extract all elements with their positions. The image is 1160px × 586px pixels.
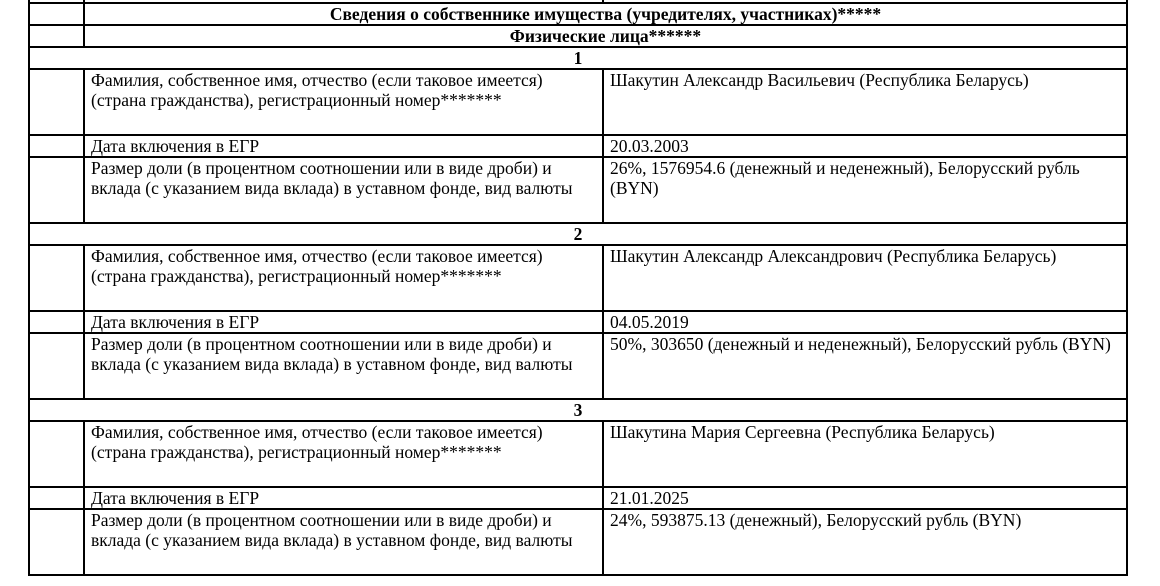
person-number-row: 3 — [28, 398, 1128, 422]
subsection-title: Физические лица****** — [83, 24, 1128, 48]
person-name-row: Фамилия, собственное имя, отчество (если… — [28, 68, 1128, 136]
empty-cell — [28, 420, 85, 488]
field-label: Фамилия, собственное имя, отчество (если… — [83, 244, 604, 312]
empty-cell — [28, 332, 85, 400]
person-share: 50%, 303650 (денежный и неденежный), Бел… — [602, 332, 1128, 400]
person-number: 3 — [28, 398, 1128, 422]
person-name: Шакутина Мария Сергеевна (Республика Бел… — [602, 420, 1128, 488]
field-label: Размер доли (в процентном соотношении ил… — [83, 156, 604, 224]
subsection-title-row: Физические лица****** — [28, 24, 1128, 48]
person-date: 04.05.2019 — [602, 310, 1128, 334]
field-label: Размер доли (в процентном соотношении ил… — [83, 508, 604, 576]
person-date-row: Дата включения в ЕГР 21.01.2025 — [28, 486, 1128, 510]
field-label: Фамилия, собственное имя, отчество (если… — [83, 420, 604, 488]
empty-cell — [28, 508, 85, 576]
person-name: Шакутин Александр Васильевич (Республика… — [602, 68, 1128, 136]
field-label: Дата включения в ЕГР — [83, 310, 604, 334]
person-number-row: 1 — [28, 46, 1128, 70]
empty-cell — [28, 156, 85, 224]
person-name-row: Фамилия, собственное имя, отчество (если… — [28, 244, 1128, 312]
empty-cell — [28, 134, 85, 158]
person-name-row: Фамилия, собственное имя, отчество (если… — [28, 420, 1128, 488]
section-title: Сведения о собственнике имущества (учред… — [83, 2, 1128, 26]
field-label: Дата включения в ЕГР — [83, 134, 604, 158]
person-name: Шакутин Александр Александрович (Республ… — [602, 244, 1128, 312]
empty-cell — [28, 310, 85, 334]
field-label: Размер доли (в процентном соотношении ил… — [83, 332, 604, 400]
person-share-row: Размер доли (в процентном соотношении ил… — [28, 508, 1128, 576]
person-share: 24%, 593875.13 (денежный), Белорусский р… — [602, 508, 1128, 576]
person-share-row: Размер доли (в процентном соотношении ил… — [28, 332, 1128, 400]
person-date-row: Дата включения в ЕГР 20.03.2003 — [28, 134, 1128, 158]
person-share: 26%, 1576954.6 (денежный и неденежный), … — [602, 156, 1128, 224]
person-date: 21.01.2025 — [602, 486, 1128, 510]
section-title-row: Сведения о собственнике имущества (учред… — [28, 2, 1128, 26]
empty-cell — [28, 486, 85, 510]
person-number: 1 — [28, 46, 1128, 70]
person-number: 2 — [28, 222, 1128, 246]
person-share-row: Размер доли (в процентном соотношении ил… — [28, 156, 1128, 224]
owners-table: Сведения о собственнике имущества (учред… — [28, 0, 1128, 576]
previous-row — [28, 0, 1128, 4]
empty-cell — [28, 68, 85, 136]
person-number-row: 2 — [28, 222, 1128, 246]
field-label: Дата включения в ЕГР — [83, 486, 604, 510]
empty-cell — [28, 244, 85, 312]
person-date: 20.03.2003 — [602, 134, 1128, 158]
field-label: Фамилия, собственное имя, отчество (если… — [83, 68, 604, 136]
person-date-row: Дата включения в ЕГР 04.05.2019 — [28, 310, 1128, 334]
